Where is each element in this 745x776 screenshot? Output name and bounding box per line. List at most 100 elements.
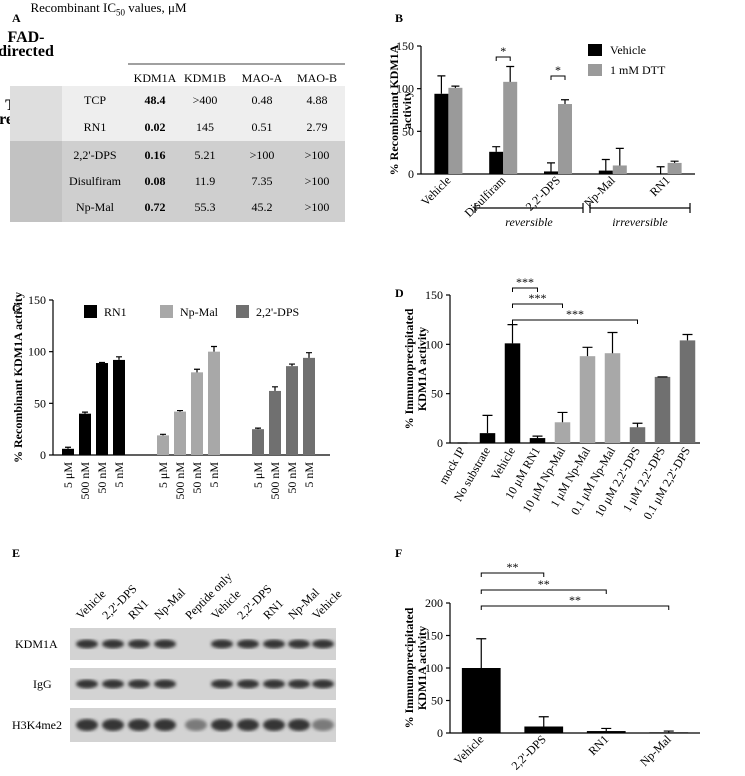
error-bar <box>663 730 674 733</box>
y-axis-label: KDM1A activity <box>415 626 429 710</box>
error-bar <box>255 427 261 430</box>
table-value: 0.51 <box>252 120 273 134</box>
table-value: >100 <box>250 148 275 162</box>
x-tick-label: Vehicle <box>418 173 453 208</box>
y-axis-label: % Recombinant KDM1A <box>387 44 401 175</box>
x-tick-label: RN1 <box>647 173 673 199</box>
table-value: 11.9 <box>195 174 216 188</box>
y-axis-label: % Recombinant KDM1A activity <box>11 292 25 463</box>
significance-bracket <box>480 572 545 577</box>
y-tick-label: 0 <box>408 167 414 181</box>
bar <box>191 372 203 455</box>
x-tick-label: 5 μM <box>61 462 75 488</box>
bar <box>586 731 626 733</box>
error-bar <box>65 446 71 449</box>
error-bar <box>99 361 105 364</box>
table-value: >100 <box>305 174 330 188</box>
error-bar <box>482 414 493 434</box>
bar <box>448 87 463 174</box>
group-background <box>10 141 345 222</box>
legend-label: Vehicle <box>610 43 646 57</box>
x-tick-label: 2,2'-DPS <box>508 732 548 772</box>
KDM1A-band <box>102 639 124 649</box>
error-bar <box>211 345 217 352</box>
significance-bracket <box>550 75 566 80</box>
table-value: 2.79 <box>307 120 328 134</box>
bar <box>524 726 564 733</box>
error-bar <box>632 422 643 428</box>
KDM1A-band <box>263 639 285 649</box>
group-label: FAD-directed <box>0 29 54 61</box>
group-label: reversible <box>505 215 553 229</box>
row-name: TCP <box>84 93 106 107</box>
y-tick-label: 0 <box>437 436 443 450</box>
lane-label: Np-Mal <box>151 585 188 622</box>
significance-bracket <box>495 56 511 61</box>
table-value: 48.4 <box>145 93 166 107</box>
IgG-band <box>288 679 310 689</box>
y-axis-label: KDM1A activity <box>415 327 429 411</box>
significance-label: * <box>555 63 561 77</box>
group-bracket <box>474 203 584 213</box>
significance-label: *** <box>566 307 584 321</box>
y-axis-label: % Immunoprecipitated <box>402 308 416 429</box>
significance-bracket <box>512 303 563 308</box>
error-bar <box>160 433 166 436</box>
bar <box>174 411 186 455</box>
table-value: 0.16 <box>145 148 166 162</box>
H3K4me2-band <box>237 719 259 731</box>
table-value: 0.08 <box>145 174 166 188</box>
error-bar <box>194 368 200 373</box>
IgG-band <box>154 679 176 689</box>
IgG-band <box>211 679 233 689</box>
H3K4me2-band <box>76 719 98 731</box>
y-tick-label: 50 <box>431 387 443 401</box>
row-name: Np-Mal <box>76 200 115 214</box>
table-value: 7.35 <box>252 174 273 188</box>
table-value: >100 <box>305 200 330 214</box>
bar <box>504 343 521 443</box>
y-tick-label: 100 <box>425 337 443 351</box>
KDM1A-band <box>211 639 233 649</box>
error-bar <box>451 85 460 88</box>
bar <box>544 171 558 174</box>
x-tick-label: 5 nM <box>112 462 126 488</box>
panel-label: E <box>12 546 20 560</box>
bar <box>612 165 627 174</box>
y-tick-label: 50 <box>431 694 443 708</box>
significance-label: ** <box>538 577 550 591</box>
H3K4me2-band <box>102 719 124 731</box>
table-value: 55.3 <box>195 200 216 214</box>
legend-swatch <box>588 64 602 76</box>
group-label-cell <box>10 141 62 222</box>
y-tick-label: 0 <box>40 448 46 462</box>
y-axis-label: % Immunoprecipitated <box>402 607 416 728</box>
KDM1A-band <box>237 639 259 649</box>
y-tick-label: 150 <box>425 629 443 643</box>
H3K4me2-band <box>128 719 150 731</box>
H3K4me2-band <box>154 719 176 731</box>
table-value: 0.48 <box>252 93 273 107</box>
bar <box>479 433 496 443</box>
H3K4me2-band <box>185 719 207 731</box>
significance-label: ** <box>507 560 519 574</box>
legend-swatch <box>236 305 249 318</box>
error-bar <box>116 356 122 360</box>
bar <box>461 668 501 733</box>
x-tick-label: 500 nM <box>78 462 92 500</box>
IgG-band <box>102 679 124 689</box>
table-value: >400 <box>193 93 218 107</box>
y-tick-label: 150 <box>28 293 46 307</box>
significance-bracket <box>512 287 538 292</box>
bar <box>208 351 220 455</box>
IgG-band <box>76 679 98 689</box>
table-value: 145 <box>196 120 214 134</box>
y-tick-label: 50 <box>402 124 414 138</box>
blot-row-label: IgG <box>33 677 52 691</box>
error-bar <box>547 162 555 172</box>
error-bar <box>615 147 624 166</box>
legend-label: 2,2'-DPS <box>256 305 299 319</box>
group-label: irreversible <box>612 215 668 229</box>
legend-swatch <box>160 305 173 318</box>
